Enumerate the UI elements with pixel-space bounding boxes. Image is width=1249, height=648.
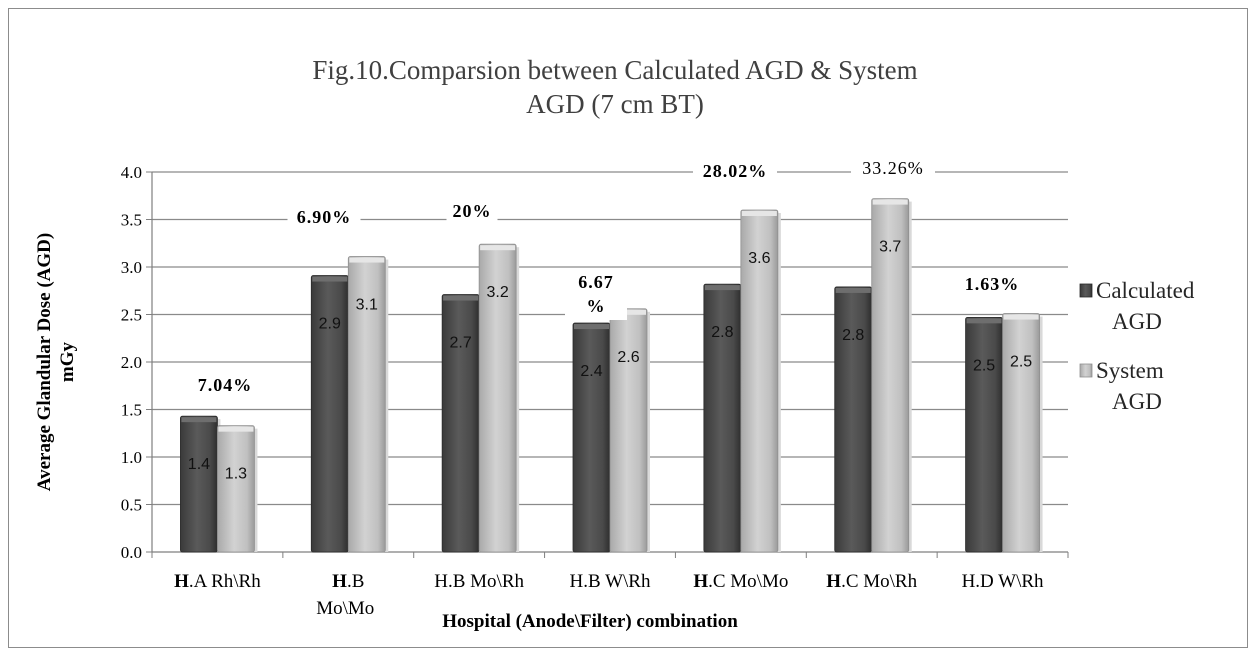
category-text: H.B W\Rh bbox=[570, 571, 651, 592]
x-axis-title: Hospital (Anode\Filter) combination bbox=[442, 611, 738, 632]
category-bold-prefix: H bbox=[826, 571, 841, 592]
legend-label-line: AGD bbox=[1112, 389, 1162, 414]
data-label: 2.6 bbox=[617, 349, 639, 366]
bar-system bbox=[1002, 313, 1040, 553]
bar-top-highlight bbox=[443, 295, 479, 301]
percent-annotation: 6.67 bbox=[578, 272, 614, 292]
bar-system bbox=[609, 308, 648, 553]
bar-top-highlight bbox=[218, 426, 254, 432]
annotation-background bbox=[955, 270, 1029, 298]
bar-system bbox=[217, 425, 255, 553]
percent-annotation: 6.90% bbox=[297, 207, 352, 227]
x-category-label-line2: Mo\Mo bbox=[316, 598, 374, 619]
category-text: H.B Mo\Rh bbox=[434, 571, 524, 592]
annotation-background bbox=[565, 268, 627, 320]
chart-title-line: AGD (7 cm BT) bbox=[526, 89, 704, 119]
bar-calculated bbox=[965, 316, 1003, 553]
percent-annotation: 20% bbox=[453, 201, 492, 221]
bar-top-highlight bbox=[574, 324, 609, 330]
y-tick-label: 3.0 bbox=[121, 258, 142, 277]
data-label: 2.9 bbox=[319, 316, 341, 333]
legend-swatch-system bbox=[1079, 363, 1093, 378]
y-axis-title-line: Average Glandular Dose (AGD) bbox=[34, 233, 55, 491]
percent-annotation: % bbox=[587, 296, 606, 316]
data-label: 2.8 bbox=[711, 324, 733, 341]
x-category-label: H.D W\Rh bbox=[962, 571, 1044, 592]
annotation-background bbox=[188, 371, 262, 399]
annotation-background bbox=[693, 157, 777, 185]
bar-top-highlight bbox=[349, 257, 385, 263]
percent-annotation: 7.04% bbox=[198, 375, 253, 395]
legend-label-line: AGD bbox=[1112, 309, 1162, 334]
bar-system bbox=[871, 198, 910, 553]
data-label: 3.1 bbox=[356, 297, 378, 314]
x-category-label: H.B Mo\Rh bbox=[434, 571, 524, 592]
bar-calculated bbox=[180, 415, 218, 553]
data-label: 2.8 bbox=[842, 327, 864, 344]
legend-label-line: System bbox=[1096, 358, 1164, 383]
bar-system bbox=[478, 243, 517, 553]
data-label: 2.7 bbox=[450, 335, 472, 352]
data-label: 3.6 bbox=[748, 250, 770, 267]
bar-system bbox=[740, 209, 779, 553]
y-tick-label: 3.5 bbox=[121, 211, 142, 230]
y-tick-label: 2.5 bbox=[121, 306, 142, 325]
data-label: 1.4 bbox=[188, 456, 210, 473]
percent-annotation: 1.63% bbox=[965, 274, 1020, 294]
data-label: 1.3 bbox=[225, 466, 247, 483]
annotation-background bbox=[287, 203, 361, 231]
percent-annotation: 33.26% bbox=[862, 158, 924, 178]
category-text: .A Rh\Rh bbox=[189, 571, 261, 592]
legend-label-line: Calculated bbox=[1096, 278, 1195, 303]
bar-calculated bbox=[441, 294, 480, 553]
annotation-background bbox=[446, 197, 498, 225]
y-tick-label: 4.0 bbox=[121, 163, 142, 182]
x-category-label: H.C Mo\Mo bbox=[693, 571, 788, 592]
x-category-label: H.A Rh\Rh bbox=[174, 571, 261, 592]
percent-annotation: 28.02% bbox=[703, 161, 768, 181]
y-tick-label: 2.0 bbox=[121, 353, 142, 372]
category-bold-prefix: H bbox=[174, 571, 189, 592]
bar-top-highlight bbox=[1003, 314, 1039, 320]
y-tick-label: 1.0 bbox=[121, 448, 142, 467]
y-tick-label: 1.5 bbox=[121, 401, 142, 420]
y-tick-label: 0.5 bbox=[121, 496, 142, 515]
y-tick-label: 0.0 bbox=[121, 543, 142, 562]
bar-top-highlight bbox=[480, 245, 516, 251]
bar-top-highlight bbox=[704, 285, 740, 291]
category-text: .C Mo\Mo bbox=[708, 571, 788, 592]
bar-system bbox=[347, 256, 386, 553]
category-bold-prefix: H bbox=[332, 571, 347, 592]
category-text: .C Mo\Rh bbox=[841, 571, 918, 592]
legend-swatch-calculated bbox=[1079, 283, 1093, 298]
data-label: 3.7 bbox=[879, 239, 901, 256]
x-category-label: H.B W\Rh bbox=[570, 571, 651, 592]
category-text: .B bbox=[347, 571, 364, 592]
bar-top-highlight bbox=[611, 309, 646, 315]
bar-top-highlight bbox=[966, 318, 1002, 324]
bar-top-highlight bbox=[835, 287, 871, 293]
data-label: 2.5 bbox=[1010, 354, 1032, 371]
y-axis-title-line: mGy bbox=[57, 341, 78, 382]
category-text: H.D W\Rh bbox=[962, 571, 1044, 592]
bar-top-highlight bbox=[312, 276, 348, 282]
bar-top-highlight bbox=[181, 417, 217, 423]
annotation-background bbox=[851, 154, 935, 182]
bar-top-highlight bbox=[872, 199, 908, 205]
x-category-label: H.B bbox=[332, 571, 364, 592]
data-label: 2.4 bbox=[580, 363, 602, 380]
data-label: 2.5 bbox=[973, 357, 995, 374]
data-label: 3.2 bbox=[487, 284, 509, 301]
category-bold-prefix: H bbox=[693, 571, 708, 592]
x-category-label: H.C Mo\Rh bbox=[826, 571, 917, 592]
bar-top-highlight bbox=[741, 211, 777, 216]
bar-calculated bbox=[572, 322, 611, 553]
chart-title-line: Fig.10.Comparsion between Calculated AGD… bbox=[312, 55, 917, 85]
